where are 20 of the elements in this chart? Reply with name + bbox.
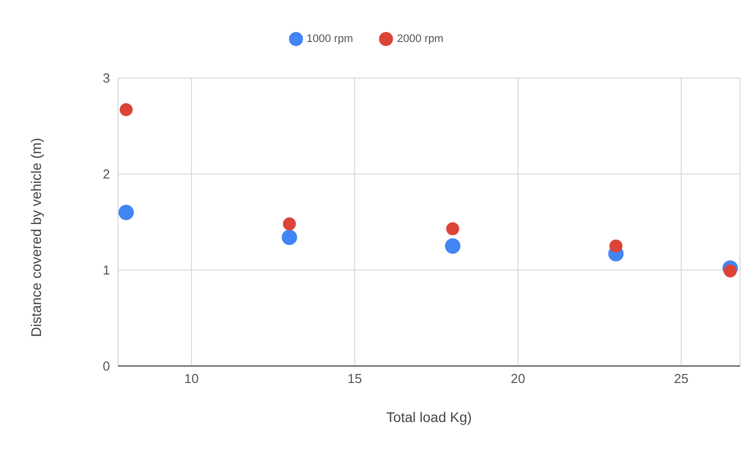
point xyxy=(609,240,622,252)
point xyxy=(724,264,737,278)
legend-label: 2000 rpm xyxy=(397,32,444,45)
y-tick-label: 2 xyxy=(102,166,110,182)
x-tick-label: 20 xyxy=(510,371,526,386)
y-tick-label: 0 xyxy=(102,358,110,374)
point xyxy=(444,238,460,254)
point xyxy=(446,222,460,236)
x-axis-title: Total load Kg) xyxy=(386,409,472,425)
y-axis-title: Distance covered by vehicle (m) xyxy=(28,138,44,337)
point xyxy=(120,103,133,116)
point xyxy=(282,217,296,230)
x-tick-label: 25 xyxy=(674,371,688,386)
point xyxy=(282,230,298,246)
x-tick-label: 10 xyxy=(184,371,199,386)
y-tick-label: 3 xyxy=(102,70,110,86)
y-tick-label: 1 xyxy=(102,262,110,278)
point xyxy=(118,204,134,220)
legend-label: 1000 rpm xyxy=(306,32,353,45)
x-tick-label: 15 xyxy=(347,371,362,386)
